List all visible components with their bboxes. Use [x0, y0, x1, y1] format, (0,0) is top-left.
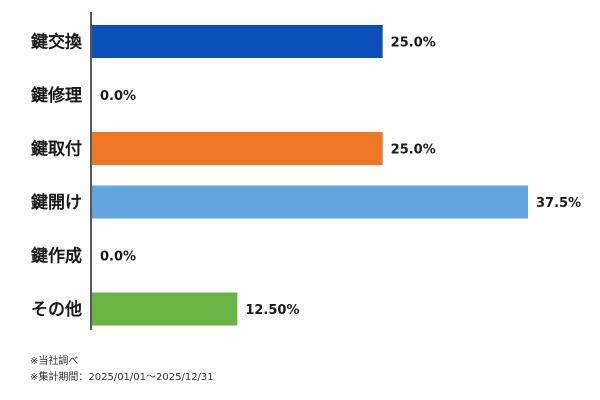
source-note: ※当社調べ	[30, 356, 79, 367]
bar	[92, 25, 383, 58]
bar	[92, 185, 528, 219]
category-label: 鍵作成	[31, 246, 82, 267]
value-label: 25.0%	[391, 36, 436, 51]
value-label: 25.0%	[391, 143, 436, 158]
bar	[92, 132, 383, 165]
category-label: 鍵開け	[31, 192, 82, 213]
bar	[92, 292, 238, 326]
value-label: 37.5%	[536, 196, 581, 211]
category-label: その他	[31, 299, 82, 320]
value-label: 12.50%	[245, 303, 299, 318]
category-label: 鍵修理	[31, 85, 82, 106]
bar-chart: 鍵交換 25.0% 鍵修理 0.0% 鍵取付 25.0% 鍵開け 37.5% 鍵作成 0.0% その…	[31, 12, 581, 330]
footnotes: ※当社調べ ※集計期間：2025/01/01〜2025/12/31	[30, 354, 214, 386]
category-label: 鍵交換	[31, 32, 83, 53]
period-note: ※集計期間：2025/01/01〜2025/12/31	[30, 372, 214, 383]
value-label: 0.0%	[100, 89, 136, 104]
category-label: 鍵取付	[31, 139, 82, 160]
value-label: 0.0%	[100, 250, 136, 265]
